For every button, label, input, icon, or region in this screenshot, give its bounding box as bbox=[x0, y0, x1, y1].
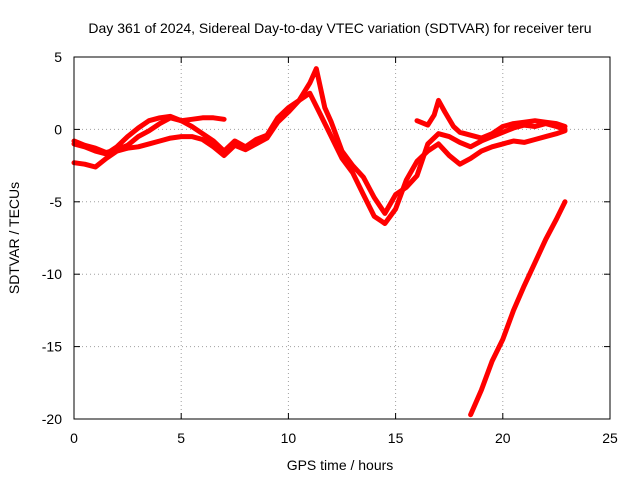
y-tick-label: -15 bbox=[42, 339, 62, 355]
series-line-trace-d bbox=[414, 97, 568, 141]
y-tick-label: 5 bbox=[54, 49, 62, 65]
y-tick-labels: -20 -15 -10 -5 0 5 bbox=[42, 49, 62, 427]
x-tick-label: 15 bbox=[388, 430, 404, 446]
axis-ticks bbox=[73, 56, 611, 420]
x-tick-label: 5 bbox=[177, 430, 185, 446]
x-tick-label: 0 bbox=[70, 430, 78, 446]
y-tick-label: 0 bbox=[54, 121, 62, 137]
series-line-trace-b bbox=[71, 66, 568, 216]
x-axis-label: GPS time / hours bbox=[287, 457, 394, 473]
data-series bbox=[71, 66, 568, 418]
y-tick-label: -10 bbox=[42, 266, 62, 282]
series-line-trace-e bbox=[468, 199, 568, 418]
chart-title: Day 361 of 2024, Sidereal Day-to-day VTE… bbox=[88, 20, 591, 36]
x-tick-labels: 0 5 10 15 20 25 bbox=[70, 430, 618, 446]
series-line-trace-c bbox=[71, 90, 568, 226]
y-tick-label: -5 bbox=[50, 194, 63, 210]
x-tick-label: 20 bbox=[495, 430, 511, 446]
grid-lines bbox=[74, 57, 610, 419]
y-tick-label: -20 bbox=[42, 411, 62, 427]
x-tick-label: 25 bbox=[602, 430, 618, 446]
plot-frame bbox=[73, 56, 611, 420]
y-axis-label: SDTVAR / TECUs bbox=[6, 182, 22, 294]
x-tick-label: 10 bbox=[281, 430, 297, 446]
